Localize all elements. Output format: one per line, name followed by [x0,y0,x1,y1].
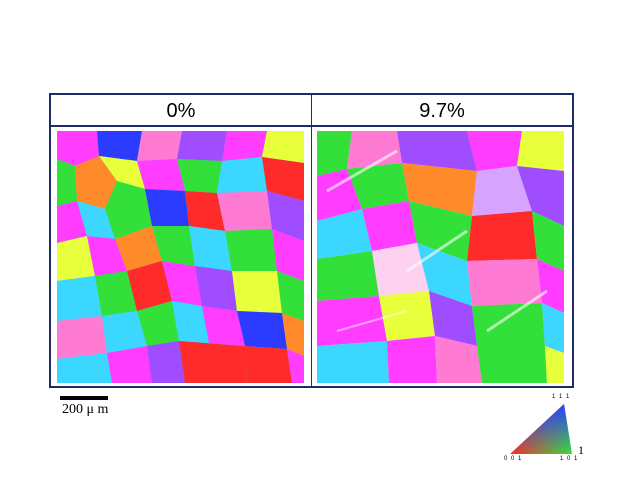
legend-label-111: 1 1 1 [552,394,571,400]
scale-bar [60,396,108,400]
ipf-triangle-icon [510,404,572,454]
legend-label-101: 1 0 1 [560,456,579,462]
ipf-color-key: 1 1 1 0 0 1 1 0 1 [502,394,592,466]
grain-map-9-7-percent [317,131,564,383]
legend-side-label: 1 [578,443,584,457]
legend-label-001: 0 0 1 [504,456,523,462]
grain-map-0-percent [57,131,304,383]
scale-bar-label: 200 μ m [62,402,109,417]
panel-divider [311,95,312,386]
panel-label-9-7-percent: 9.7% [419,100,465,122]
grain-map-9-7-percent-image [317,131,564,383]
panel-label-0-percent: 0% [166,100,196,122]
grain-map-0-percent-image [57,131,304,383]
figure-frame: 0% 9.7% [49,93,574,388]
